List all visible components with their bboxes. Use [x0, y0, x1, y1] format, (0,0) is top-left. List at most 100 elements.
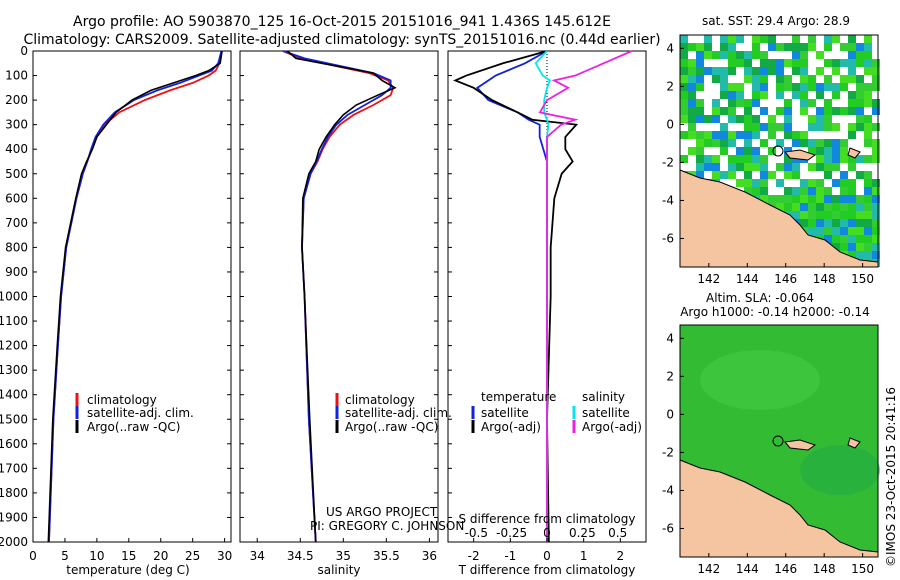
x-tick-label: 20 [153, 549, 168, 563]
sst-cell [792, 91, 800, 99]
sst-cell [784, 83, 792, 91]
sst-cell [816, 155, 824, 163]
map-x-tick-label: 148 [813, 272, 836, 286]
island [784, 149, 817, 161]
sst-cell [768, 35, 776, 43]
sst-cell [696, 131, 704, 139]
sst-cell [824, 83, 832, 91]
sst-cell [720, 131, 728, 139]
sst-cell [824, 195, 832, 203]
sst-cell [800, 99, 808, 107]
map-x-tick-label: 150 [851, 272, 874, 286]
map-y-tick-label: 4 [666, 41, 674, 55]
sst-cell [736, 91, 744, 99]
sst-cell [808, 83, 816, 91]
sst-cell [792, 203, 800, 211]
x-top-tick-label: 0.25 [569, 526, 596, 540]
depth-tick-label: 1500 [0, 412, 28, 426]
sst-cell [800, 83, 808, 91]
x-tick-label: 15 [121, 549, 136, 563]
x-top-tick-label: 0.5 [608, 526, 627, 540]
depth-tick-label: 2000 [0, 535, 28, 549]
map-y-tick-label: -6 [662, 231, 674, 245]
sst-cell [736, 155, 744, 163]
sst-cell [736, 179, 744, 187]
sst-cell [816, 203, 824, 211]
sst-cell [728, 171, 736, 179]
sst-cell [872, 147, 880, 155]
sst-cell [848, 67, 856, 75]
sst-cell [856, 211, 864, 219]
argo-location-marker [772, 435, 784, 447]
sst-cell [784, 115, 792, 123]
depth-tick-label: 400 [5, 142, 28, 156]
sla-anomaly [800, 445, 880, 495]
map-y-tick-label: 0 [666, 407, 674, 421]
map-y-tick-label: 2 [666, 79, 674, 93]
sst-cell [776, 67, 784, 75]
sst-cell [752, 51, 760, 59]
sst-cell [848, 187, 856, 195]
sst-cell [832, 123, 840, 131]
sst-cell [864, 211, 872, 219]
title-line1: Argo profile: AO 5903870_125 16-Oct-2015… [73, 14, 611, 30]
map-y-tick-label: 0 [666, 117, 674, 131]
sst-cell [720, 91, 728, 99]
temperature-legend: climatology satellite-adj. clim. Argo(..… [75, 393, 194, 434]
sst-cell [784, 107, 792, 115]
sst-cell [696, 115, 704, 123]
sst-cell [864, 123, 872, 131]
sst-cell [752, 83, 760, 91]
sla-anomaly [700, 350, 820, 410]
sst-cell [720, 75, 728, 83]
map-x-tick-label: 148 [813, 562, 836, 576]
x-tick-label: 0 [543, 549, 551, 563]
sst-cell [848, 195, 856, 203]
sst-cell [832, 67, 840, 75]
sst-cell [760, 171, 768, 179]
sst-cell [728, 131, 736, 139]
sst-cell [840, 195, 848, 203]
sst-cell [720, 35, 728, 43]
sst-cell [792, 35, 800, 43]
sla-map-title1: Altim. SLA: -0.064 [706, 291, 814, 305]
sst-cell [744, 123, 752, 131]
diff-series-line [453, 50, 579, 543]
sst-cell [776, 195, 784, 203]
argo-location-marker [772, 145, 784, 157]
sst-cell [840, 203, 848, 211]
sst-cell [816, 91, 824, 99]
sst-cell [792, 59, 800, 67]
sst-cell [776, 107, 784, 115]
sst-cell [760, 195, 768, 203]
x-top-tick-label: -0.5 [465, 526, 488, 540]
sst-cell [736, 115, 744, 123]
sst-cell [744, 115, 752, 123]
sst-cell [824, 43, 832, 51]
sst-cell [744, 139, 752, 147]
sst-cell [856, 59, 864, 67]
sst-cell [728, 115, 736, 123]
sst-cell [864, 51, 872, 59]
diff-series-line [538, 50, 633, 542]
sst-cell [696, 59, 704, 67]
sst-cell [856, 123, 864, 131]
sst-cell [792, 51, 800, 59]
sst-cell [776, 179, 784, 187]
sst-cell [840, 75, 848, 83]
sst-cell [704, 67, 712, 75]
sst-cell [704, 35, 712, 43]
sst-cell [848, 155, 856, 163]
sst-cell [816, 67, 824, 75]
sst-cell [688, 115, 696, 123]
depth-tick-label: 1200 [0, 339, 28, 353]
sst-cell [864, 227, 872, 235]
sst-cell [752, 147, 760, 155]
sst-cell [736, 35, 744, 43]
sst-cell [864, 219, 872, 227]
sst-cell [832, 203, 840, 211]
map-y-tick-label: -4 [662, 193, 674, 207]
depth-tick-label: 500 [5, 167, 28, 181]
map-x-tick-label: 146 [774, 272, 797, 286]
sst-cell [784, 43, 792, 51]
